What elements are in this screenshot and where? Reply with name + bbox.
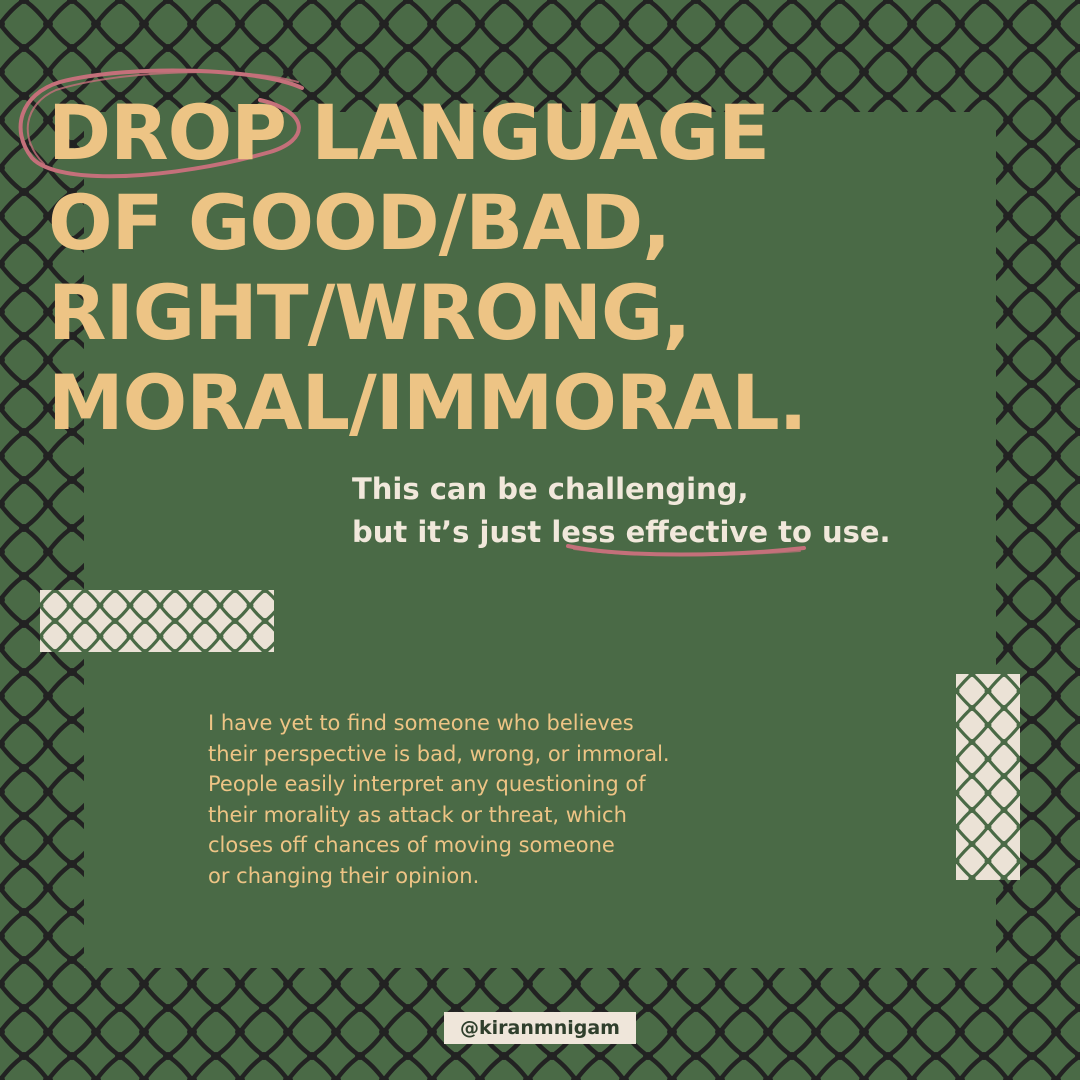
body-line: People easily interpret any questioning … — [208, 772, 646, 796]
subtitle: This can be challenging, but it’s just l… — [352, 468, 1052, 554]
subtitle-line-2: but it’s just less effective to use. — [352, 511, 1052, 554]
headline-line: OF GOOD/BAD, — [48, 178, 671, 267]
content-panel — [84, 112, 996, 968]
headline-line: DROP LANGUAGE — [48, 88, 770, 177]
headline-line: MORAL/IMMORAL. — [48, 358, 808, 447]
headline: DROP LANGUAGE OF GOOD/BAD, RIGHT/WRONG, … — [48, 88, 1048, 448]
body-line: their perspective is bad, wrong, or immo… — [208, 741, 670, 766]
body-line: or changing their opinion. — [208, 863, 480, 888]
hand-drawn-underline-icon — [566, 544, 806, 557]
body-paragraph: I have yet to find someone who believes … — [208, 708, 768, 891]
decorative-net-strip-horizontal — [40, 590, 274, 652]
subtitle-line-1: This can be challenging, — [352, 472, 749, 506]
subtitle-emphasis: less effective — [551, 515, 768, 549]
subtitle-text-after: to use. — [767, 515, 891, 549]
headline-line: RIGHT/WRONG, — [48, 268, 691, 357]
body-line: closes off chances of moving someone — [208, 833, 615, 857]
author-handle: @kiranmnigam — [444, 1012, 636, 1044]
decorative-net-strip-vertical — [956, 674, 1020, 880]
body-line: I have yet to find someone who believes — [208, 711, 634, 735]
body-line: their morality as attack or threat, whic… — [208, 802, 627, 827]
subtitle-text-before: but it’s just — [352, 515, 552, 549]
